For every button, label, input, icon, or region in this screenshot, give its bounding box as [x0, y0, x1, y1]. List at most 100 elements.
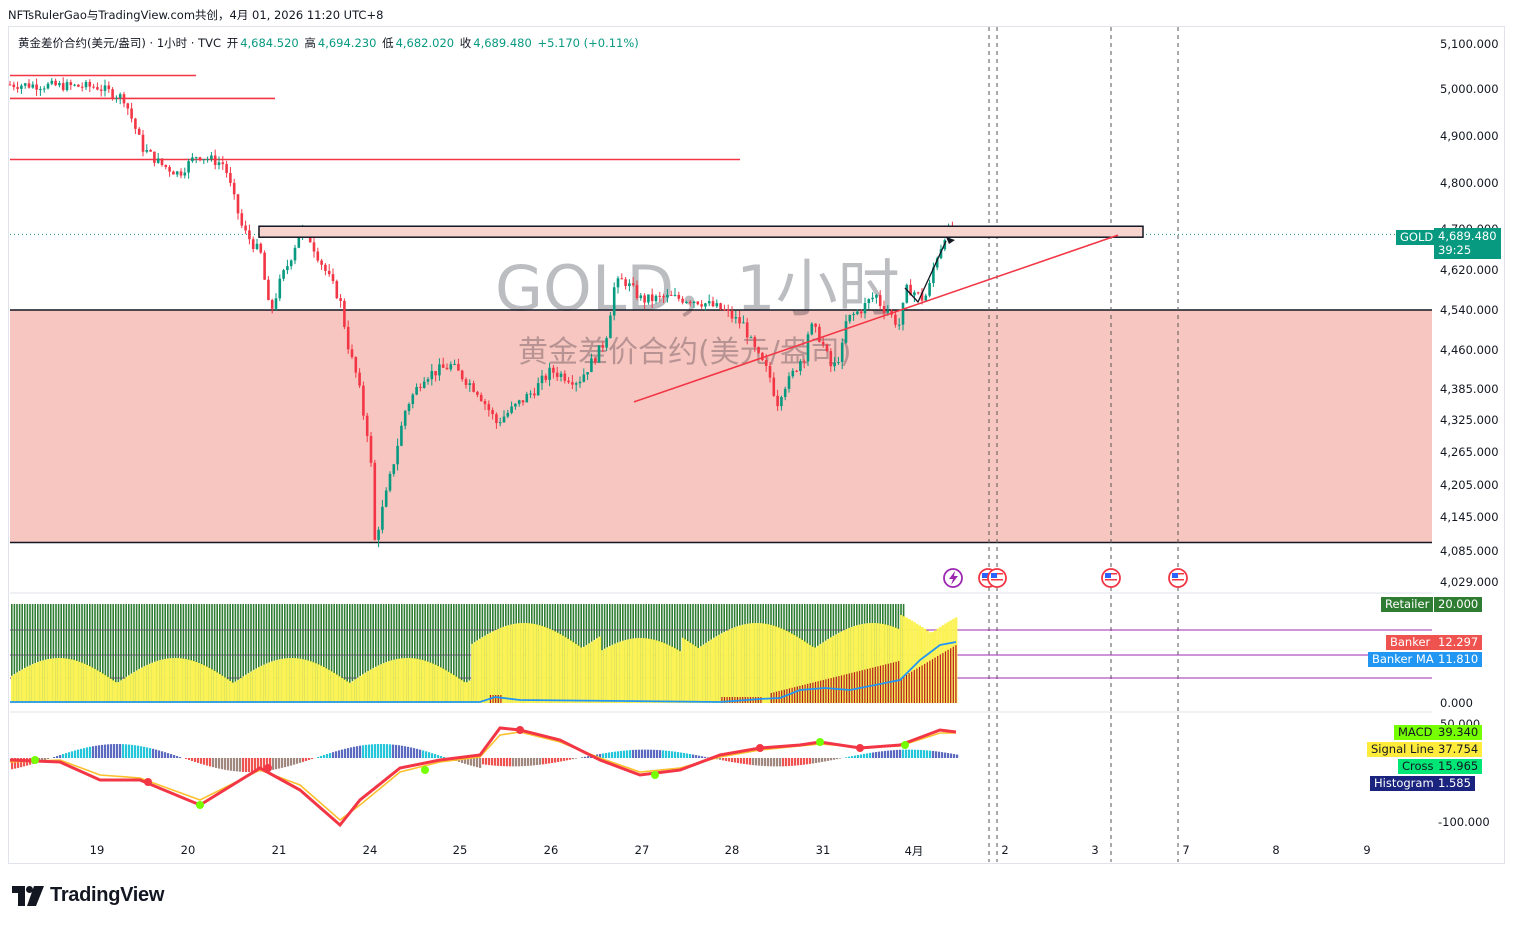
candle-body-89	[346, 326, 350, 350]
histogram-bar-92	[287, 758, 290, 767]
histogram-bar-2	[17, 758, 20, 768]
candle-body-185	[711, 301, 715, 307]
candle-body-148	[571, 382, 574, 385]
yellow-bar-81	[221, 675, 225, 703]
retailer-bar-132	[354, 604, 356, 703]
date-tick-12: 7	[1182, 843, 1190, 857]
yellow-bar-87	[237, 679, 240, 703]
retailer-bar-38	[109, 604, 112, 703]
banker-bar-311	[820, 680, 822, 703]
retailer-bar-47	[133, 604, 135, 703]
banker-bar-353	[929, 660, 931, 703]
candle-body-13	[58, 83, 61, 86]
retailer-bar-100	[271, 604, 273, 703]
histogram-bar-120	[371, 744, 374, 758]
cross-dot-6	[651, 771, 659, 779]
histogram-bar-179	[548, 758, 551, 764]
banker-bar-310	[817, 681, 819, 703]
candle-body-63	[248, 230, 251, 240]
candle-body-5	[27, 83, 31, 88]
histogram-bar-282	[857, 755, 860, 758]
histogram-bar-162	[497, 758, 500, 766]
histogram-bar-270	[821, 758, 824, 762]
candle-body-43	[172, 171, 175, 175]
bar-countdown: 39:25	[1438, 243, 1472, 257]
macd-legend-value-1: 37.754	[1434, 742, 1483, 757]
candle-body-144	[555, 372, 559, 377]
cross-dot-1	[144, 778, 152, 786]
yellow-bar-278	[733, 627, 737, 703]
candle-body-28	[115, 97, 118, 99]
histogram-bar-123	[380, 744, 383, 758]
candle-body-186	[715, 303, 719, 307]
yellow-bar-301	[793, 635, 797, 703]
tradingview-logo[interactable]: TradingView	[12, 884, 164, 907]
candle-body-104	[403, 410, 407, 426]
date-tick-4: 25	[452, 843, 468, 857]
yellow-bar-115	[310, 661, 313, 703]
yellow-bar-343	[902, 616, 906, 703]
yellow-bar-83	[226, 679, 230, 703]
histogram-bar-160	[491, 758, 494, 766]
histogram-bar-174	[533, 758, 536, 766]
yellow-bar-98	[265, 663, 269, 703]
yellow-bar-159	[424, 660, 427, 703]
yellow-bar-15	[50, 658, 53, 703]
yellow-bar-202	[536, 624, 539, 703]
candle-body-193	[742, 322, 745, 324]
candle-body-35	[141, 134, 145, 152]
retailer-bar-22	[68, 604, 70, 703]
retailer-bar-54	[151, 604, 153, 703]
histogram-bar-66	[209, 758, 212, 767]
histogram-bar-230	[701, 756, 704, 758]
histogram-bar-144	[443, 757, 446, 758]
yellow-bar-277	[731, 628, 734, 703]
histogram-bar-103	[320, 755, 323, 758]
event-icons	[943, 568, 1188, 588]
yellow-bar-71	[195, 662, 199, 703]
retailer-bar-148	[395, 604, 398, 703]
candle-body-187	[719, 303, 722, 310]
yellow-bar-143	[382, 663, 386, 703]
current-price-badge: 4,689.480 39:25	[1434, 228, 1501, 259]
macd-legend-name-2: Cross	[1398, 759, 1438, 774]
retailer-bar-129	[346, 604, 348, 703]
histogram-bar-19	[68, 752, 71, 758]
retailer-bar-16	[52, 604, 55, 703]
banker-bar-275	[726, 697, 728, 703]
yellow-bar-197	[523, 623, 526, 703]
candle-body-26	[107, 85, 111, 90]
banker-bar-304	[801, 685, 804, 703]
candle-body-184	[707, 301, 711, 304]
yellow-bar-158	[421, 660, 425, 703]
yellow-bar-166	[442, 668, 446, 703]
us-event-flag-3-stripe-2	[1105, 579, 1117, 581]
banker-bar-187	[497, 695, 499, 703]
histogram-bar-30	[101, 744, 104, 758]
yellow-bar-315	[830, 637, 833, 703]
retailer-bar-57	[159, 604, 161, 703]
histogram-bar-171	[524, 758, 527, 767]
yellow-bar-251	[663, 643, 667, 703]
candle-body-1	[12, 84, 16, 88]
yellow-bar-84	[229, 680, 232, 703]
yellow-bar-191	[507, 625, 511, 703]
yellow-bar-149	[398, 658, 401, 703]
yellow-bar-93	[252, 669, 256, 703]
candle-body-138	[533, 393, 536, 396]
retailer-bar-74	[203, 604, 205, 703]
yellow-bar-26	[78, 661, 82, 703]
resistance-box	[258, 225, 1144, 238]
yellow-bar-146	[390, 660, 394, 703]
candle-body-153	[590, 358, 593, 373]
histogram-bar-240	[731, 758, 734, 763]
yellow-bar-90	[245, 674, 248, 703]
histogram-bar-1	[14, 758, 17, 769]
histogram-bar-79	[248, 758, 251, 772]
candle-body-121	[468, 383, 472, 386]
banker-bar-273	[721, 697, 723, 703]
histogram-bar-285	[866, 753, 869, 758]
candle-body-51	[202, 159, 206, 161]
histogram-bar-224	[683, 753, 686, 758]
